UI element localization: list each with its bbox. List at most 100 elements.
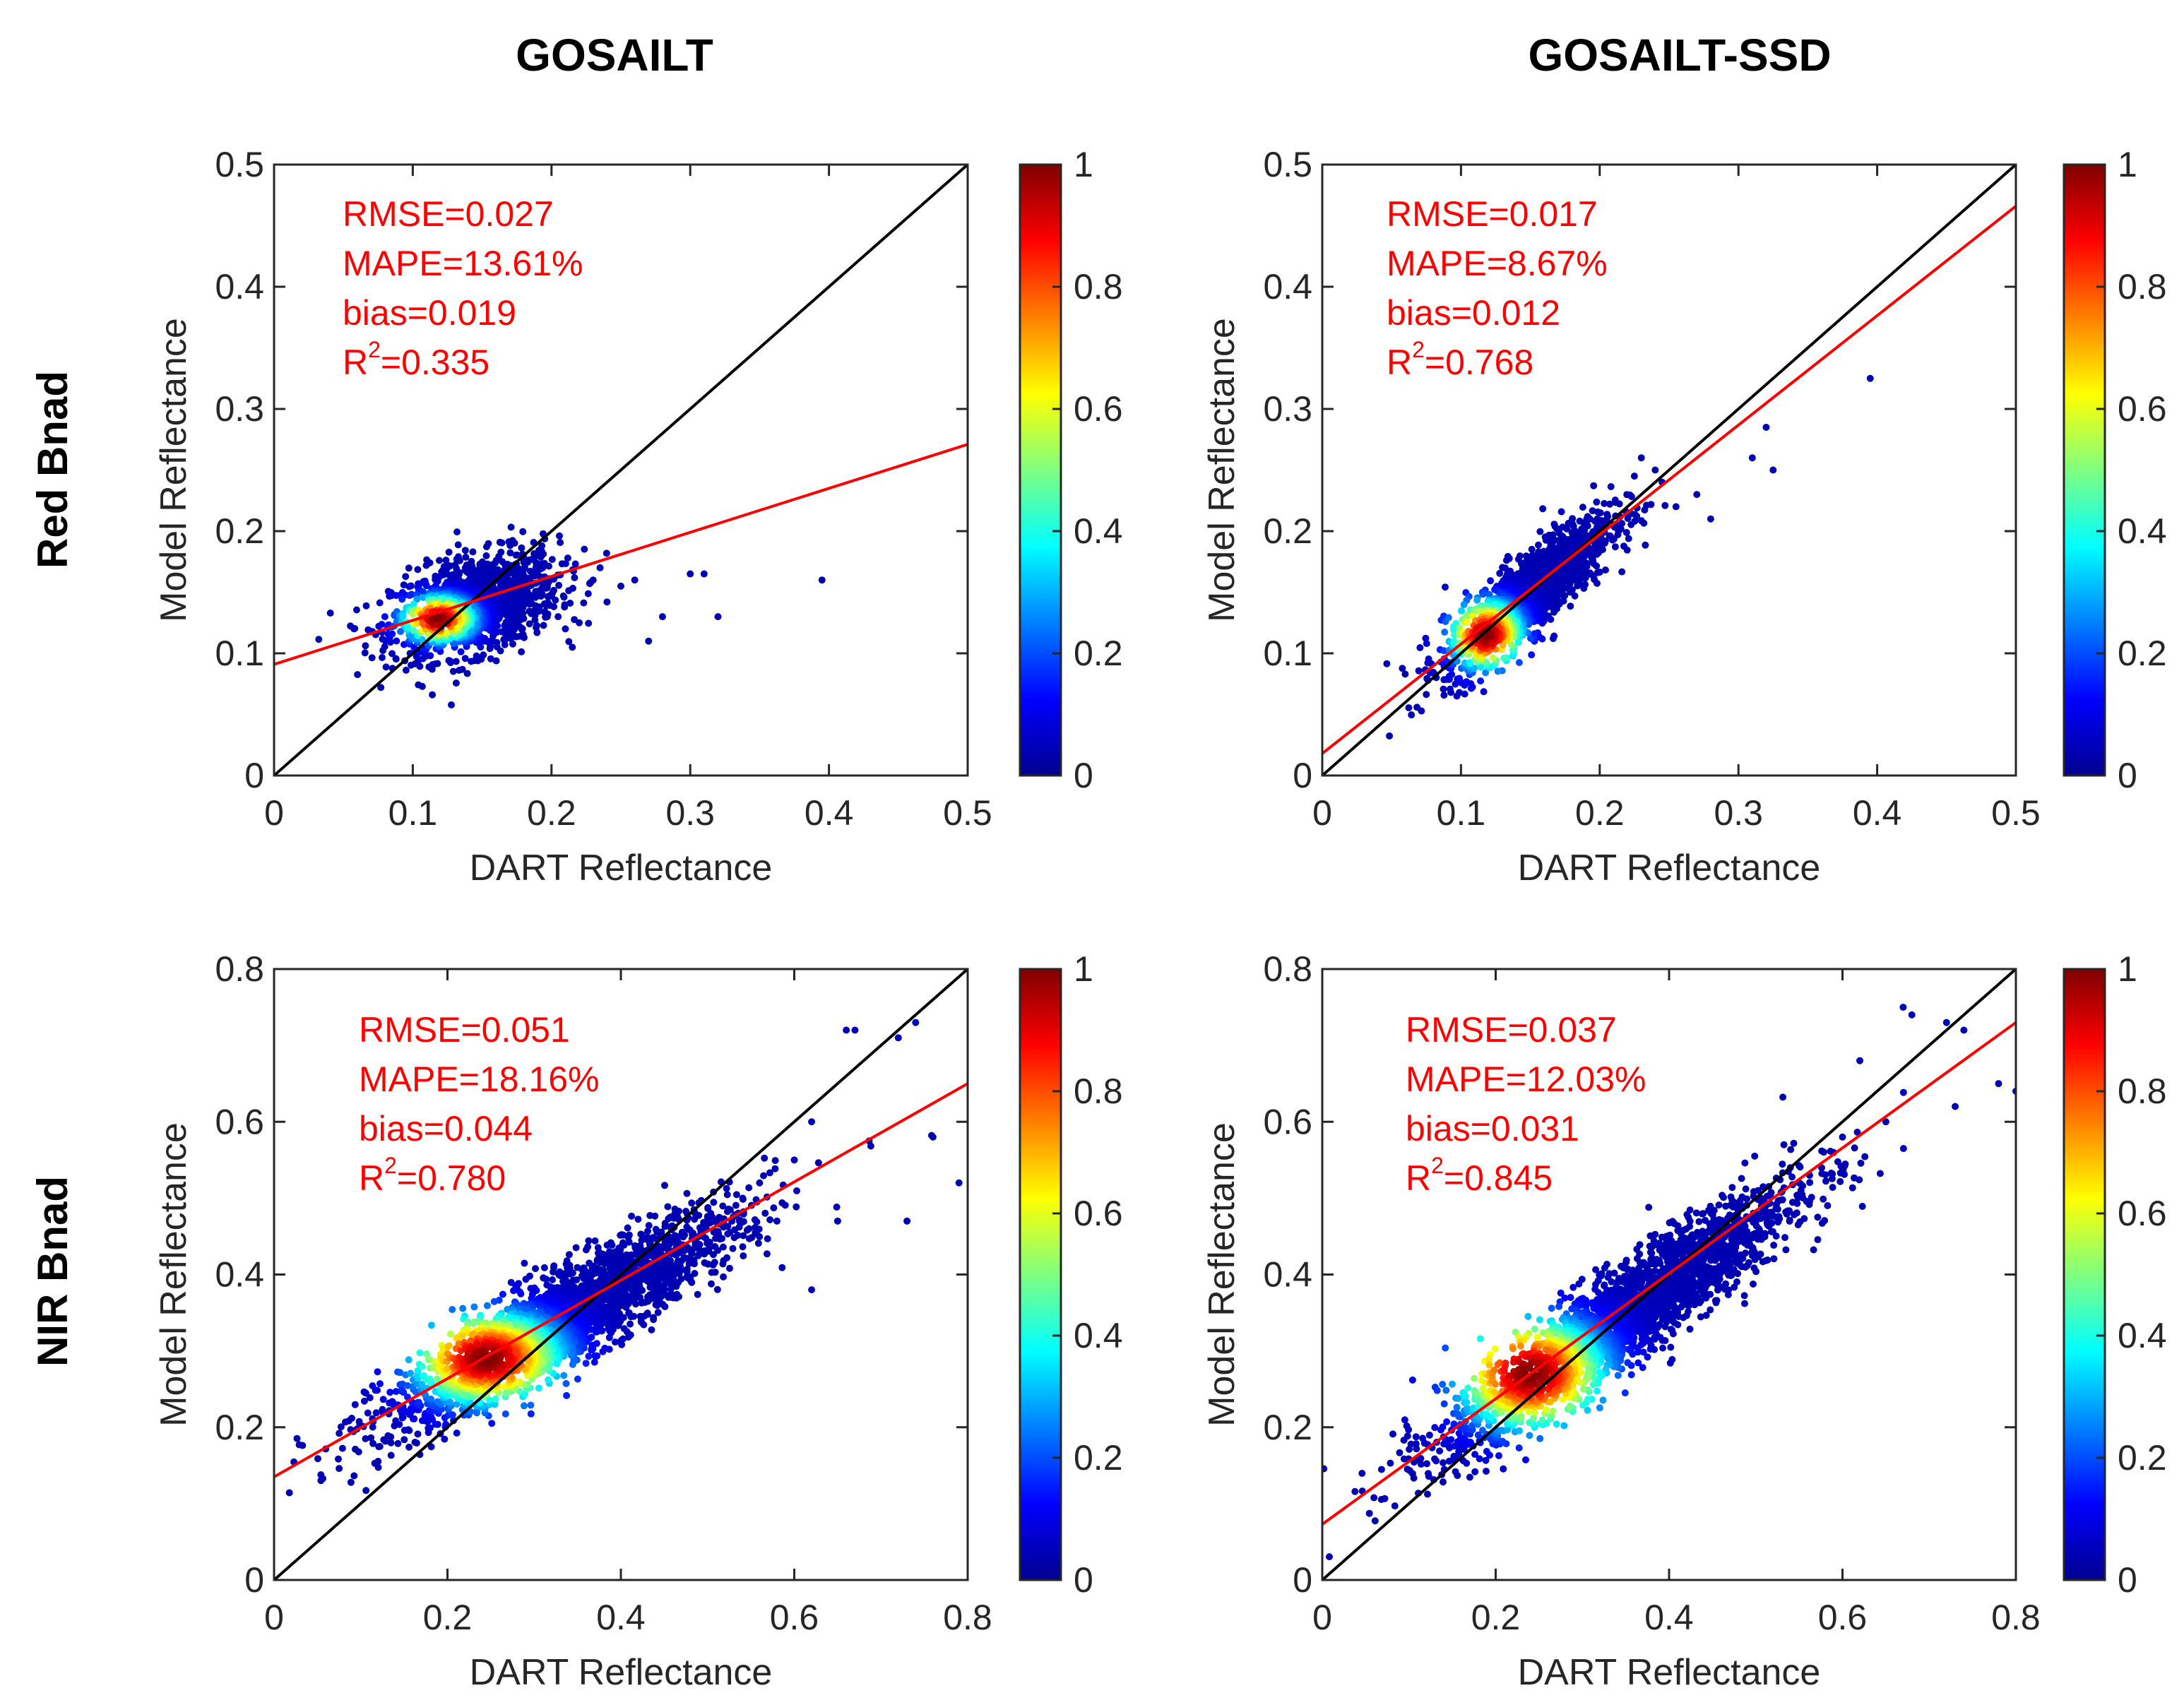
scatter-outlier xyxy=(1672,503,1680,511)
scatter-point xyxy=(1637,517,1645,525)
scatter-point xyxy=(560,593,568,601)
scatter-point xyxy=(1618,520,1626,528)
scatter-point xyxy=(492,657,500,665)
row-label-red: Red Bnad xyxy=(29,371,76,569)
scatter-outlier xyxy=(714,613,722,621)
scatter-point xyxy=(716,1214,724,1222)
scatter-point xyxy=(414,566,422,574)
scatter-point xyxy=(1405,704,1413,712)
scatter-point xyxy=(427,652,434,660)
scatter-point xyxy=(426,1375,434,1383)
scatter-point xyxy=(1661,501,1669,509)
scatter-point xyxy=(1590,482,1598,489)
scatter-point xyxy=(348,1415,355,1422)
scatter-outlier xyxy=(818,576,826,584)
scatter-outlier xyxy=(645,637,653,645)
scatter-point xyxy=(500,636,508,643)
scatter-point xyxy=(360,1397,368,1405)
stat-text: RMSE=0.027 xyxy=(343,194,554,234)
scatter-point xyxy=(557,539,564,547)
scatter-point xyxy=(454,541,462,549)
scatter-point xyxy=(564,1264,571,1272)
y-tick-label: 0.5 xyxy=(1263,145,1312,184)
scatter-point xyxy=(521,1259,528,1267)
scatter-point xyxy=(561,603,569,611)
scatter-point xyxy=(379,654,386,661)
scatter-point xyxy=(509,640,516,648)
scatter-point xyxy=(416,1349,424,1357)
scatter-point xyxy=(422,562,430,569)
scatter-point xyxy=(564,554,571,562)
scatter-point xyxy=(387,1433,395,1441)
scatter-point xyxy=(766,1216,774,1223)
scatter-point xyxy=(710,1228,718,1236)
scatter-point xyxy=(488,1420,496,1427)
scatter-point xyxy=(506,542,514,549)
scatter-point xyxy=(422,582,430,590)
x-tick-label: 0.4 xyxy=(805,793,854,833)
scatter-point xyxy=(388,592,396,600)
scatter-point xyxy=(350,1472,358,1480)
scatter-point xyxy=(563,1391,571,1399)
scatter-outlier xyxy=(700,570,708,578)
colorbar xyxy=(2063,163,2106,777)
scatter-outlier xyxy=(603,598,611,606)
scatter-point xyxy=(740,1232,747,1240)
scatter-point xyxy=(778,1264,786,1271)
scatter-point xyxy=(766,1169,773,1177)
scatter-point xyxy=(1444,614,1452,622)
scatter-point xyxy=(1550,608,1557,616)
scatter-point xyxy=(558,560,566,568)
scatter-point xyxy=(482,543,490,551)
scatter-point xyxy=(624,1333,632,1341)
scatter-point xyxy=(661,1223,669,1230)
y-tick-label: 0 xyxy=(244,756,264,795)
scatter-point xyxy=(420,1372,427,1379)
scatter-point xyxy=(565,1251,573,1259)
scatter-point xyxy=(664,1203,672,1211)
scatter-point xyxy=(634,1216,642,1223)
scatter-point xyxy=(726,1264,733,1272)
scatter-point xyxy=(556,532,563,540)
scatter-point xyxy=(445,548,453,556)
scatter-outlier xyxy=(562,625,569,633)
x-tick-label: 0 xyxy=(1312,793,1332,833)
scatter-point xyxy=(492,1395,499,1403)
x-tick-label: 0 xyxy=(264,793,284,833)
scatter-point xyxy=(461,547,469,554)
axes-frame xyxy=(1321,163,2017,777)
r-squared-value: =0.335 xyxy=(381,343,489,382)
scatter-point xyxy=(753,1218,761,1225)
scatter-point xyxy=(540,1264,548,1271)
scatter-point xyxy=(362,642,369,650)
scatter-point xyxy=(336,1430,343,1437)
scatter-point xyxy=(1536,528,1544,535)
scatter-outlier xyxy=(1637,454,1645,462)
scatter-point xyxy=(411,1439,419,1446)
scatter-point xyxy=(580,599,588,607)
scatter-point xyxy=(518,544,526,552)
scatter-point xyxy=(1463,678,1471,686)
scatter-point xyxy=(473,652,480,660)
scatter-point xyxy=(388,650,396,658)
scatter-point xyxy=(470,1303,478,1311)
scatter-point xyxy=(730,1234,738,1242)
y-tick-label: 0.5 xyxy=(215,145,264,184)
scatter-point xyxy=(347,1478,355,1486)
scatter-point xyxy=(638,1299,646,1307)
scatter-point xyxy=(1618,568,1626,576)
colorbar-tick-label: 1 xyxy=(1074,145,1093,184)
x-tick-label: 0.1 xyxy=(388,793,438,833)
scatter-point xyxy=(396,1369,404,1377)
scatter-point xyxy=(368,654,376,662)
scatter-point xyxy=(650,1316,658,1324)
scatter-point xyxy=(452,679,460,687)
scatter-point xyxy=(402,573,410,581)
scatter-point xyxy=(434,614,442,622)
scatter-point xyxy=(490,1297,498,1305)
y-tick-label: 0.1 xyxy=(1263,634,1312,673)
scatter-point xyxy=(336,1465,343,1473)
scatter-point xyxy=(588,1346,595,1354)
scatter-point xyxy=(414,1430,422,1438)
scatter-point xyxy=(470,1320,477,1327)
